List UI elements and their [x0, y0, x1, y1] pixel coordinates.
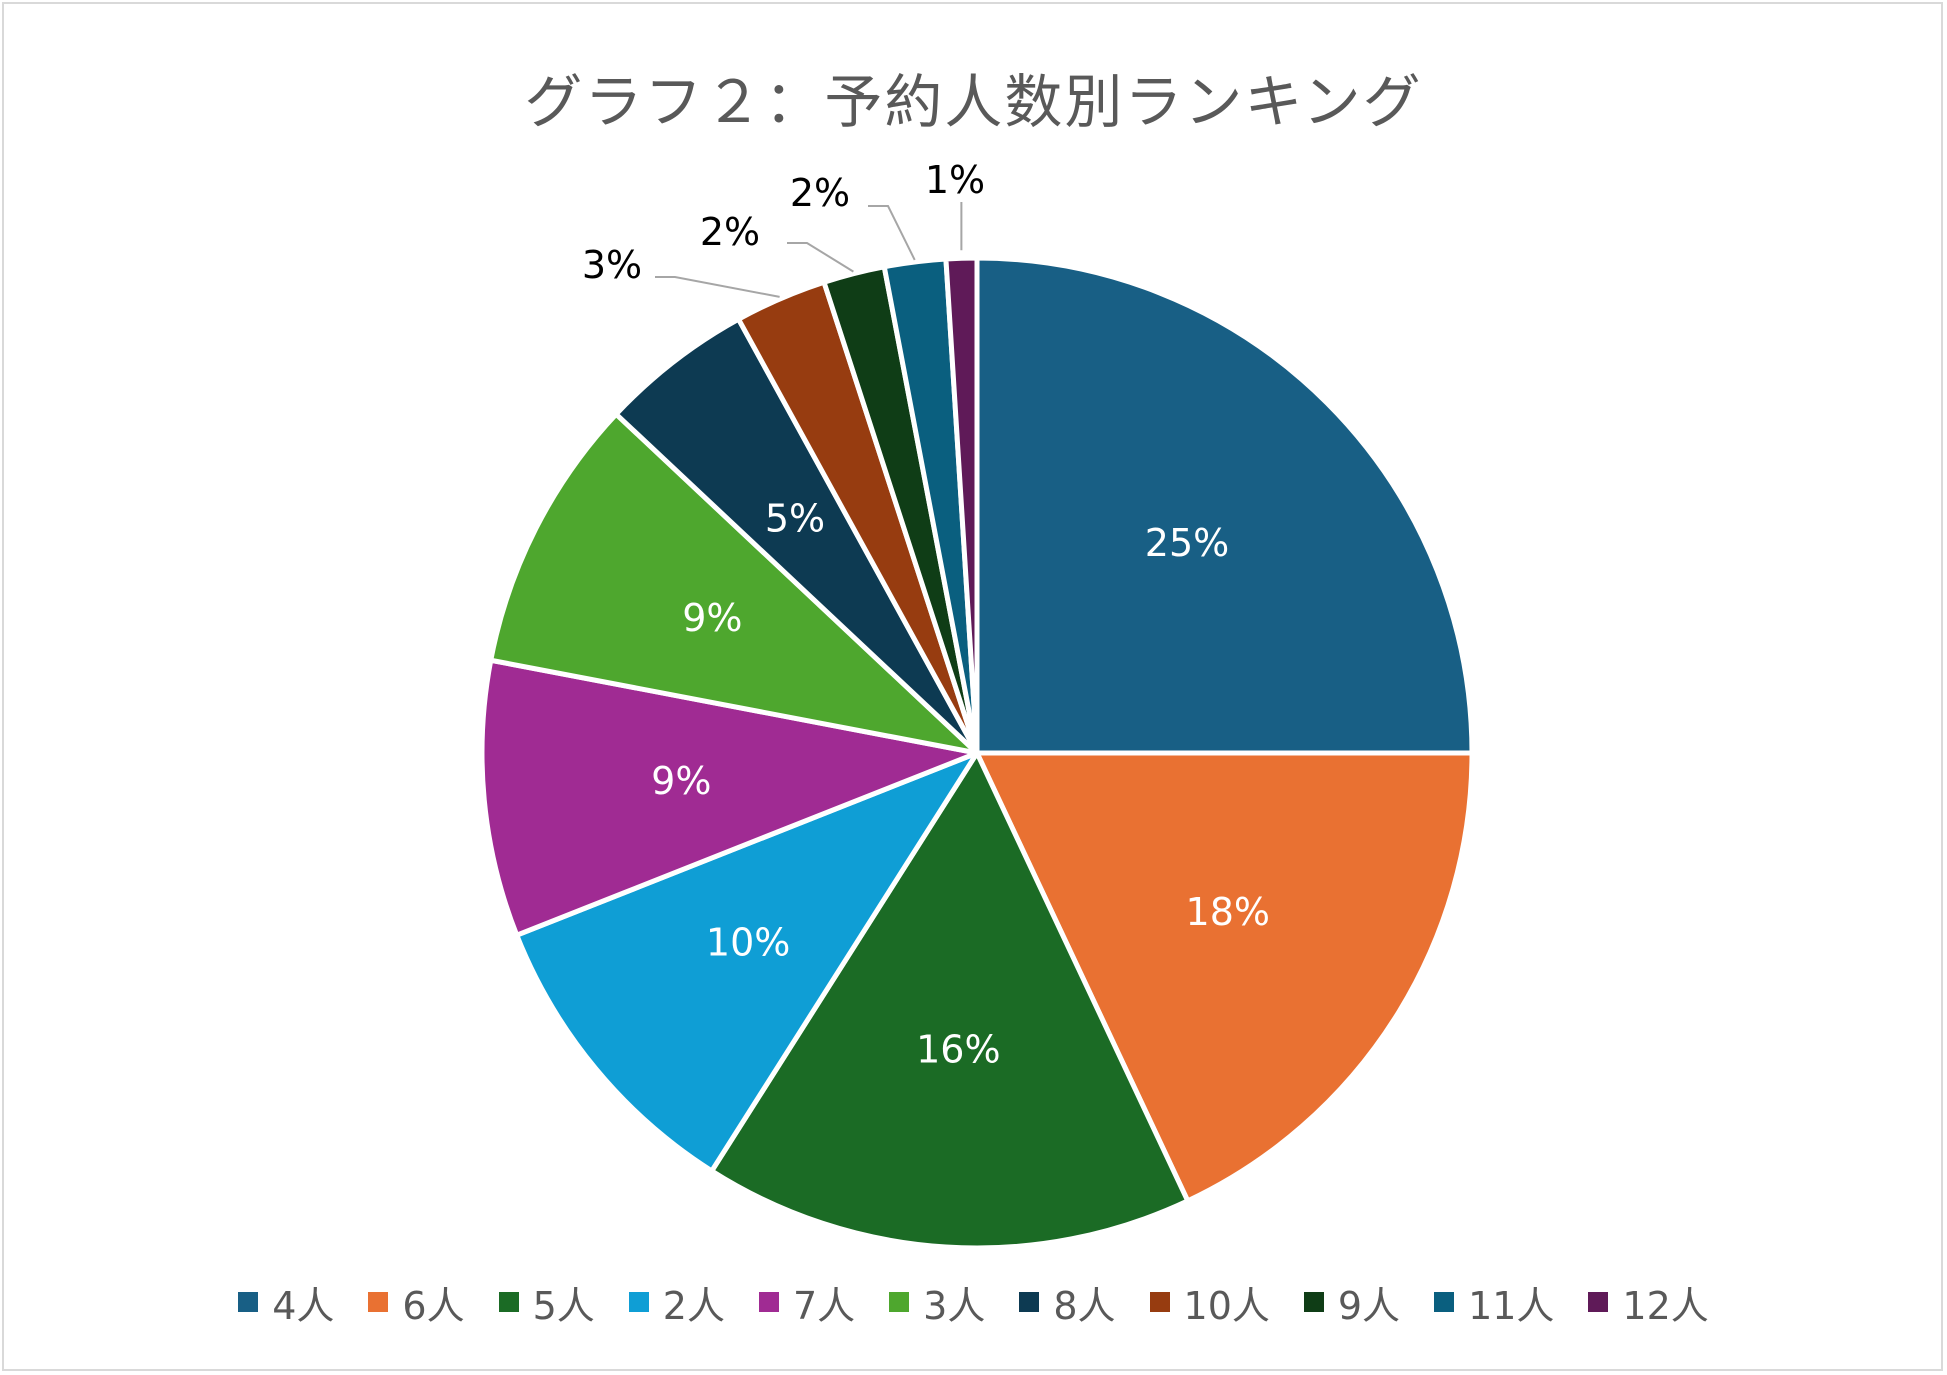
data-label-11人: 2% — [790, 171, 850, 215]
data-label-6人: 18% — [1186, 890, 1270, 934]
leader-line-11人 — [868, 205, 916, 261]
legend-swatch — [1149, 1292, 1170, 1312]
pie-slice-5人 — [709, 750, 1191, 1251]
legend-item-3人: 3人 — [889, 1275, 985, 1330]
legend-swatch — [1303, 1292, 1324, 1312]
legend-label: 12人 — [1622, 1283, 1709, 1328]
legend-label: 9人 — [1337, 1283, 1401, 1328]
legend-swatch — [758, 1292, 779, 1312]
leader-line-10人 — [655, 276, 780, 298]
legend-item-12人: 12人 — [1588, 1275, 1709, 1330]
legend-swatch — [498, 1292, 519, 1312]
legend-swatch — [889, 1292, 910, 1312]
data-label-5人: 16% — [916, 1027, 1000, 1071]
legend-swatch — [628, 1292, 649, 1312]
legend-label: 11人 — [1468, 1283, 1555, 1328]
legend-label: 2人 — [662, 1283, 725, 1328]
legend-item-4人: 4人 — [238, 1275, 334, 1330]
legend-label: 10人 — [1183, 1283, 1270, 1328]
pie-slice-2人 — [514, 750, 980, 1174]
legend-label: 7人 — [792, 1283, 856, 1328]
pie-slice-8人 — [613, 316, 980, 756]
legend-item-5人: 5人 — [498, 1275, 595, 1330]
pie-slice-12人 — [943, 255, 980, 756]
legend-item-11人: 11人 — [1434, 1275, 1554, 1330]
pie-slice-3人 — [488, 411, 980, 756]
legend-item-8人: 8人 — [1019, 1275, 1116, 1330]
pie-slice-6人 — [974, 750, 1475, 1204]
pie-slice-4人 — [974, 255, 1475, 756]
legend-item-2人: 2人 — [628, 1275, 725, 1330]
legend-label: 8人 — [1053, 1283, 1116, 1328]
data-label-10人: 3% — [582, 243, 642, 287]
data-label-9人: 2% — [700, 210, 760, 254]
data-label-8人: 5% — [765, 496, 825, 540]
legend-swatch — [238, 1292, 259, 1312]
legend-item-10人: 10人 — [1149, 1275, 1270, 1330]
legend-item-7人: 7人 — [758, 1275, 856, 1330]
data-label-12人: 1% — [925, 158, 985, 202]
legend-swatch — [1588, 1292, 1609, 1312]
legend-item-9人: 9人 — [1303, 1275, 1401, 1330]
legend-swatch — [368, 1292, 389, 1312]
legend-label: 6人 — [402, 1283, 465, 1328]
legend-swatch — [1434, 1292, 1455, 1312]
leader-line-9人 — [787, 242, 854, 273]
legend-label: 3人 — [923, 1283, 986, 1328]
legend-label: 5人 — [532, 1283, 595, 1328]
chart-legend: 4人 6人 5人 2人 7人 3人 8人 10人 9人 11人 12人 — [0, 1272, 1947, 1332]
legend-item-6人: 6人 — [368, 1275, 465, 1330]
legend-swatch — [1019, 1292, 1040, 1312]
data-label-7人: 9% — [651, 759, 711, 803]
data-label-4人: 25% — [1145, 521, 1229, 565]
chart-title: グラフ２：予約人数別ランキング — [524, 68, 1423, 136]
data-label-2人: 10% — [706, 920, 790, 964]
pie-slice-7人 — [479, 657, 980, 938]
data-label-3人: 9% — [682, 596, 742, 640]
legend-label: 4人 — [272, 1283, 335, 1328]
